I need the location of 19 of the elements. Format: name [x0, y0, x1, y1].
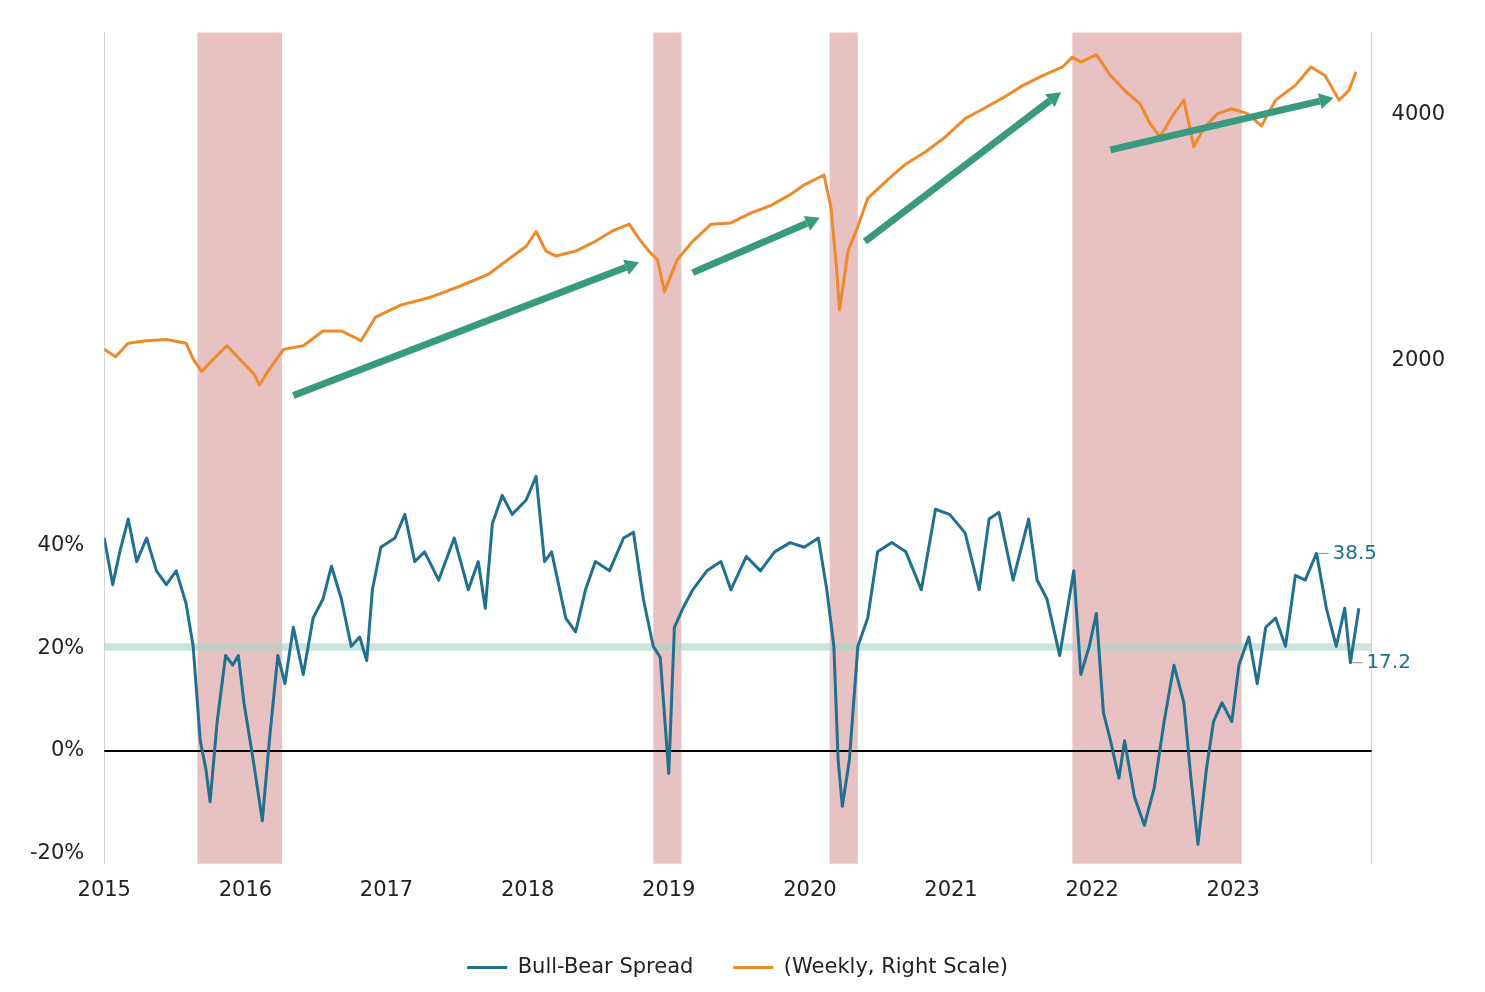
legend-label: Bull-Bear Spread — [517, 953, 694, 978]
y2-tick-label: 2000 — [1391, 346, 1446, 371]
x-tick-label: 2023 — [1206, 876, 1260, 901]
x-tick-label: 2021 — [924, 876, 978, 901]
x-tick-label: 2017 — [359, 876, 414, 901]
y-tick-label: 20% — [37, 634, 85, 659]
annotation: 38.5 — [1332, 539, 1378, 564]
x-tick-label: 2020 — [783, 876, 837, 901]
y2-tick-label: 4000 — [1391, 101, 1446, 126]
x-tick-label: 2015 — [77, 876, 131, 901]
x-tick-label: 2016 — [218, 876, 273, 901]
legend-label: (Weekly, Right Scale) — [783, 953, 1008, 978]
x-tick-label: 2019 — [642, 876, 696, 901]
y-tick-label: 0% — [50, 737, 85, 762]
y-tick-label: -20% — [29, 839, 85, 864]
x-tick-label: 2018 — [500, 876, 555, 901]
x-tick-label: 2022 — [1065, 876, 1119, 901]
annotation: 17.2 — [1366, 648, 1411, 673]
y-tick-label: 40% — [37, 532, 85, 557]
